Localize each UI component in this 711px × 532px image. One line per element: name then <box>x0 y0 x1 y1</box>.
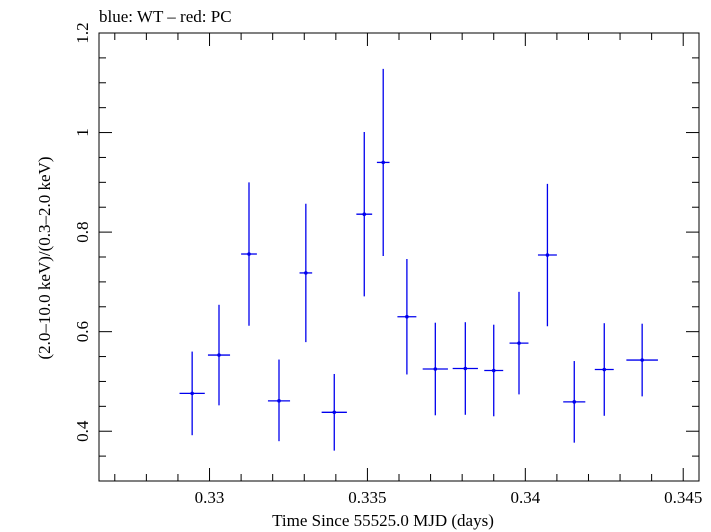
data-marker <box>640 358 644 362</box>
chart-title: blue: WT – red: PC <box>99 7 232 26</box>
data-point <box>356 132 373 297</box>
data-marker <box>602 367 607 372</box>
x-axis-tick-labels: 0.33 0.335 0.34 0.345 <box>195 488 703 507</box>
x-axis-ticks <box>114 33 684 481</box>
y-tick-label: 1.2 <box>73 22 92 43</box>
data-marker <box>491 368 496 373</box>
plot-frame <box>98 32 700 482</box>
y-axis-tick-labels: 0.4 0.6 0.8 1 1.2 <box>73 22 92 441</box>
x-tick-label: 0.34 <box>510 488 540 507</box>
data-point <box>626 323 658 397</box>
data-point <box>267 359 291 442</box>
x-tick-label: 0.335 <box>348 488 386 507</box>
data-point <box>397 258 417 375</box>
data-marker <box>332 410 337 415</box>
data-marker <box>304 271 308 275</box>
data-point <box>422 322 448 416</box>
data-point <box>509 291 529 395</box>
data-marker <box>545 253 550 257</box>
data-point <box>376 68 390 257</box>
x-tick-label: 0.33 <box>195 488 225 507</box>
data-point <box>321 373 347 451</box>
data-point <box>452 322 478 415</box>
y-axis-label: (2.0–10.0 keV)/(0.3–2.0 keV) <box>35 156 54 359</box>
data-marker <box>190 391 194 396</box>
y-tick-label: 1 <box>73 128 92 137</box>
y-tick-label: 0.4 <box>73 420 92 442</box>
data-point <box>537 183 557 327</box>
data-marker <box>217 353 221 357</box>
data-point <box>563 361 586 443</box>
data-point <box>299 203 313 343</box>
data-marker <box>362 212 367 216</box>
data-marker <box>277 399 281 403</box>
x-tick-label: 0.345 <box>664 488 702 507</box>
data-marker <box>572 400 577 404</box>
data-point <box>179 351 205 436</box>
y-axis-ticks <box>99 32 699 482</box>
y-tick-label: 0.6 <box>73 321 92 342</box>
y-tick-label: 0.8 <box>73 221 92 242</box>
data-marker <box>381 160 386 165</box>
data-point <box>484 324 504 417</box>
data-marker <box>405 314 409 319</box>
data-point <box>241 182 257 326</box>
data-marker <box>463 366 468 371</box>
data-marker <box>433 367 438 371</box>
data-point <box>594 323 614 416</box>
x-axis-label: Time Since 55525.0 MJD (days) <box>272 511 494 530</box>
data-point <box>207 304 231 406</box>
data-marker <box>247 252 251 256</box>
data-series <box>179 68 658 451</box>
data-marker <box>517 341 521 345</box>
